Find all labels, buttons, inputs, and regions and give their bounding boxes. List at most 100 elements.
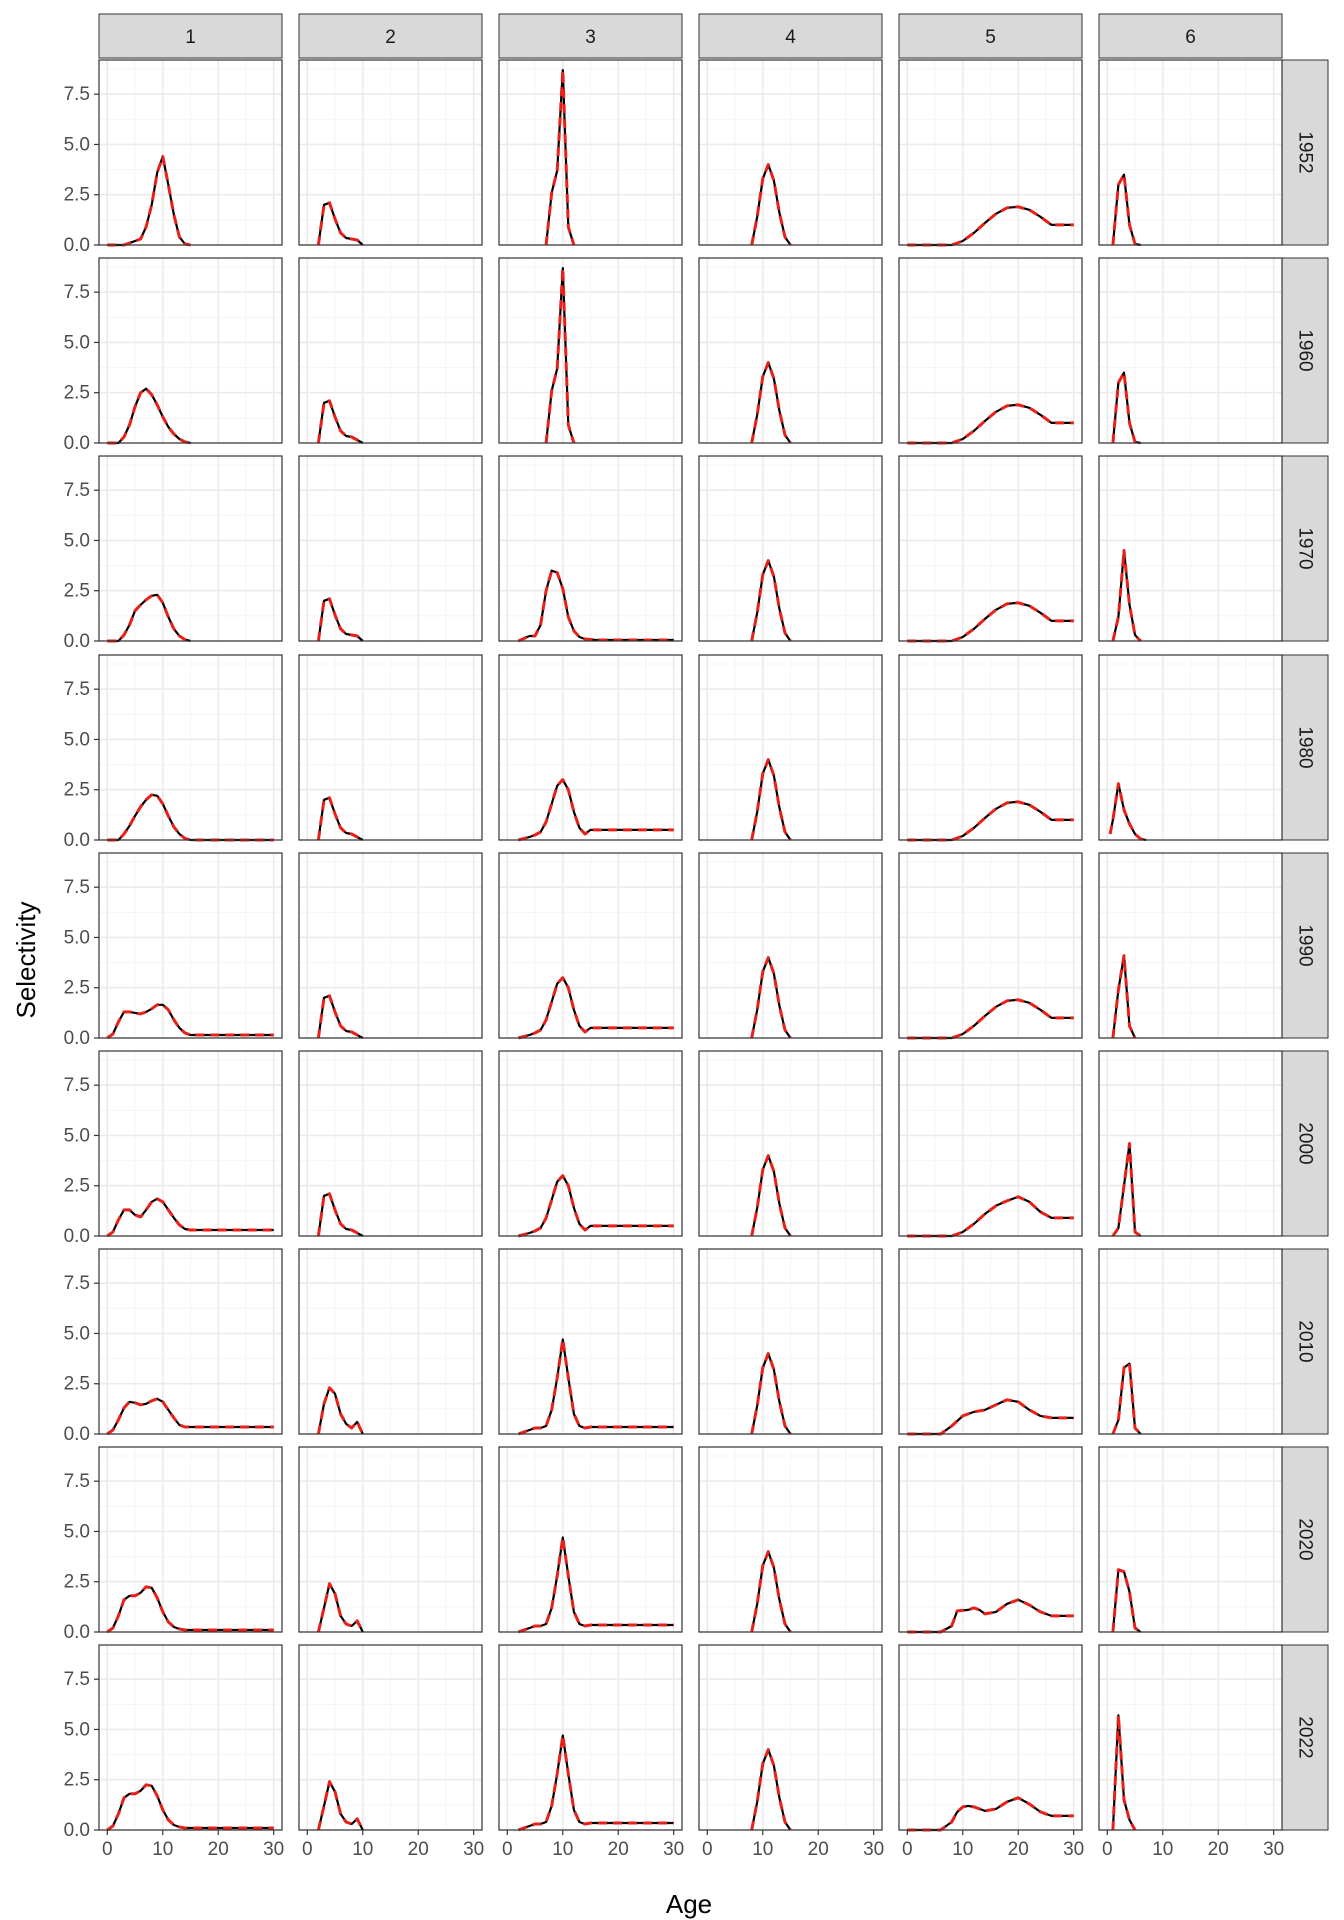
x-tick-label: 10 <box>952 1839 973 1860</box>
column-strip <box>298 13 483 59</box>
facet-panel: 0.0 2.5 5.0 7.5 <box>64 257 283 454</box>
facet-panel: 0.0 2.5 5.0 7.5 <box>64 1050 283 1247</box>
facet-panel: 0.0 2.5 5.0 7.5 <box>64 654 283 851</box>
y-tick-label: 0.0 <box>64 433 90 454</box>
facet-panel <box>298 257 483 445</box>
series-line-red-dashed <box>107 793 274 842</box>
panel-border <box>898 1446 1083 1633</box>
series-line-red-dashed <box>750 361 792 444</box>
panel-border <box>298 654 483 841</box>
y-tick-label: 0.0 <box>64 235 90 256</box>
facet-panel: 0 10 20 30 <box>498 1644 684 1860</box>
series-line-red-dashed <box>544 266 576 444</box>
series-line-red-dashed <box>316 201 364 247</box>
panel-border <box>298 852 483 1039</box>
panel-border <box>698 455 883 642</box>
series-line-red-dashed <box>107 155 191 247</box>
series-line-red-dashed <box>907 601 1074 643</box>
series-line-red-dashed <box>517 1338 674 1436</box>
series-line-red-dashed <box>518 778 674 842</box>
y-tick-label: 7.5 <box>64 480 90 501</box>
row-strip-label: 1960 <box>1295 329 1316 371</box>
series-line-red-dashed <box>750 1550 792 1633</box>
column-strip-label: 5 <box>985 27 996 48</box>
facet-panel <box>1098 59 1283 247</box>
y-tick-label: 7.5 <box>64 877 90 898</box>
y-tick-label: 7.5 <box>64 1075 90 1096</box>
panel-border <box>1098 59 1283 246</box>
series-line-red-dashed <box>750 1154 792 1237</box>
panel-border <box>498 1644 683 1831</box>
facet-panel <box>898 1050 1083 1238</box>
y-tick-label: 7.5 <box>64 1471 90 1492</box>
facet-panel <box>1098 455 1283 643</box>
y-tick-label: 2.5 <box>64 978 90 999</box>
series-line-red-dashed <box>316 796 364 842</box>
facet-panel <box>698 852 883 1039</box>
x-tick-label: 10 <box>1152 1839 1173 1860</box>
series-line-red-dashed <box>517 1734 674 1832</box>
series-line-red-dashed <box>750 1748 792 1831</box>
panel-border <box>98 257 283 444</box>
facet-panel <box>698 257 883 444</box>
series-line-red-dashed <box>1111 1142 1142 1238</box>
facet-panel <box>698 1050 883 1237</box>
panel-border <box>498 257 683 444</box>
panel-border <box>898 59 1083 246</box>
row-strip-label: 2020 <box>1295 1518 1316 1560</box>
y-tick-label: 5.0 <box>64 530 90 551</box>
x-tick-label: 0 <box>102 1839 113 1860</box>
row-strip <box>1281 455 1329 642</box>
panel-border <box>898 1050 1083 1237</box>
x-tick-label: 20 <box>208 1839 229 1860</box>
column-strip-label: 2 <box>385 27 396 48</box>
facet-panel <box>298 852 483 1040</box>
row-strip <box>1281 654 1329 841</box>
facet-panel <box>498 852 683 1040</box>
row-strip-label: 1980 <box>1295 726 1316 768</box>
column-strip <box>98 13 283 59</box>
facet-panel <box>898 852 1083 1040</box>
row-strip-label: 1970 <box>1295 527 1316 569</box>
series-line-red-dashed <box>907 800 1074 842</box>
series-line-red-dashed <box>1111 371 1141 445</box>
series-line-red-dashed <box>907 1195 1074 1238</box>
y-tick-label: 5.0 <box>64 134 90 155</box>
row-strip <box>1281 1644 1329 1831</box>
panel-border <box>298 257 483 444</box>
column-strip <box>698 13 883 59</box>
y-tick-label: 7.5 <box>64 84 90 105</box>
facet-panel <box>498 654 683 842</box>
panel-border <box>98 1248 283 1435</box>
facet-panel <box>898 59 1083 247</box>
panel-border <box>498 1248 683 1435</box>
x-tick-label: 30 <box>1063 1839 1084 1860</box>
x-tick-label: 30 <box>263 1839 284 1860</box>
series-line-red-dashed <box>750 956 792 1039</box>
facet-panel: 0 10 20 30 <box>898 1644 1084 1860</box>
series-line-red-dashed <box>1111 1362 1142 1436</box>
facet-panel: 0.0 2.5 5.0 7.5 <box>64 1248 283 1445</box>
series-line-red-dashed <box>750 1352 792 1435</box>
facet-panel <box>898 257 1083 445</box>
x-tick-label: 20 <box>1208 1839 1229 1860</box>
facet-panel <box>298 1050 483 1238</box>
series-line-red-dashed <box>106 1585 274 1634</box>
series-line-red-dashed <box>1111 1568 1142 1634</box>
panel-border <box>298 1248 483 1435</box>
panel-border <box>498 852 683 1039</box>
x-tick-label: 20 <box>1008 1839 1029 1860</box>
panel-border <box>298 455 483 642</box>
x-tick-label: 30 <box>463 1839 484 1860</box>
column-strip-label: 6 <box>1185 27 1196 48</box>
x-tick-label: 10 <box>152 1839 173 1860</box>
series-line-red-dashed <box>107 387 191 445</box>
column-strip-label: 3 <box>585 27 596 48</box>
facet-panel <box>1098 852 1283 1039</box>
x-tick-label: 0 <box>502 1839 513 1860</box>
x-tick-label: 30 <box>1263 1839 1284 1860</box>
panel-border <box>498 1446 683 1633</box>
y-tick-label: 0.0 <box>64 1622 90 1643</box>
panel-border <box>898 1644 1083 1831</box>
y-tick-label: 0.0 <box>64 1028 90 1049</box>
